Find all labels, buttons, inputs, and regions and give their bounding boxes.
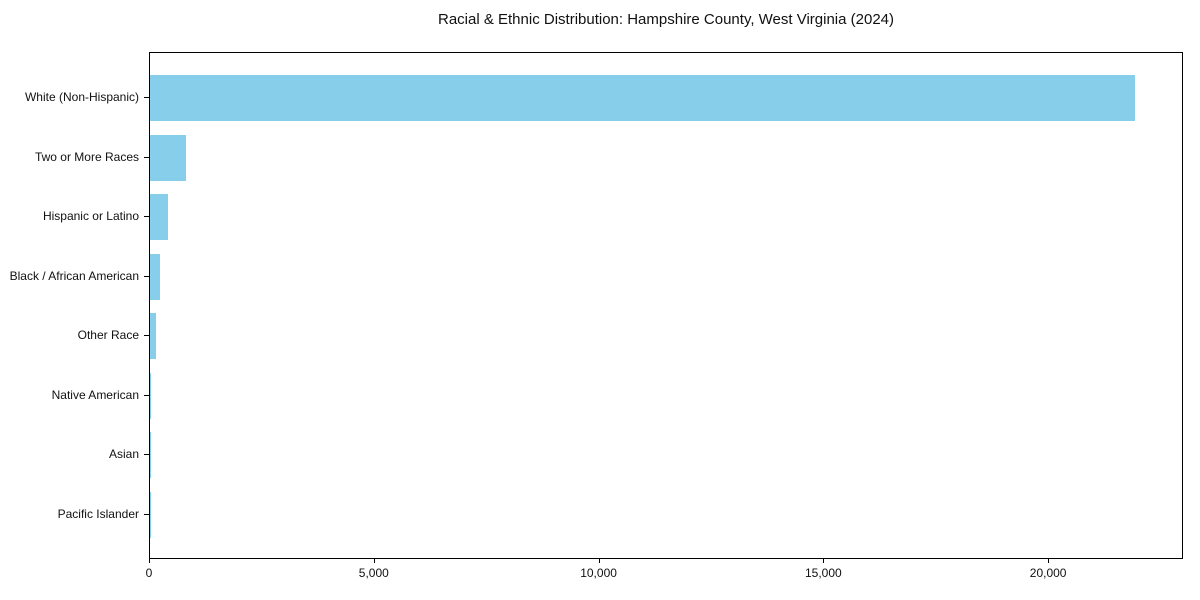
y-tick-mark (144, 454, 149, 456)
x-axis-tick-label: 0 (145, 566, 153, 580)
y-tick-mark (144, 216, 149, 218)
y-axis-label: Other Race (77, 328, 139, 343)
bar (150, 194, 168, 241)
y-axis-label: Hispanic or Latino (42, 209, 139, 224)
x-axis-tick-label: 20,000 (1029, 566, 1067, 580)
y-tick-mark (144, 394, 149, 396)
x-tick-mark (823, 559, 825, 563)
y-axis-label: Black / African American (9, 268, 139, 283)
y-tick-mark (144, 97, 149, 99)
x-tick-mark (1048, 559, 1050, 563)
x-axis-tick-label: 10,000 (580, 566, 617, 580)
bar (150, 253, 160, 300)
y-tick-mark (144, 513, 149, 515)
x-tick-mark (149, 559, 150, 563)
plot-area (149, 52, 1183, 559)
x-tick-mark (373, 559, 375, 563)
y-axis-label: Native American (51, 387, 139, 402)
bar (150, 372, 151, 419)
chart-title: Racial & Ethnic Distribution: Hampshire … (437, 11, 895, 28)
y-tick-mark (144, 275, 149, 277)
y-axis-label: Two or More Races (34, 149, 139, 164)
x-axis-tick-label: 15,000 (804, 566, 842, 580)
bar (150, 313, 157, 360)
x-tick-mark (598, 559, 600, 563)
bar (150, 75, 1135, 122)
bar (150, 134, 186, 181)
y-tick-mark (144, 156, 149, 158)
bar (150, 432, 151, 479)
x-axis-tick-label: 5,000 (358, 566, 389, 580)
y-axis-label: White (Non-Hispanic) (24, 90, 139, 105)
y-tick-mark (144, 335, 149, 337)
y-axis-label: Pacific Islander (57, 506, 139, 521)
y-axis-label: Asian (108, 447, 139, 462)
